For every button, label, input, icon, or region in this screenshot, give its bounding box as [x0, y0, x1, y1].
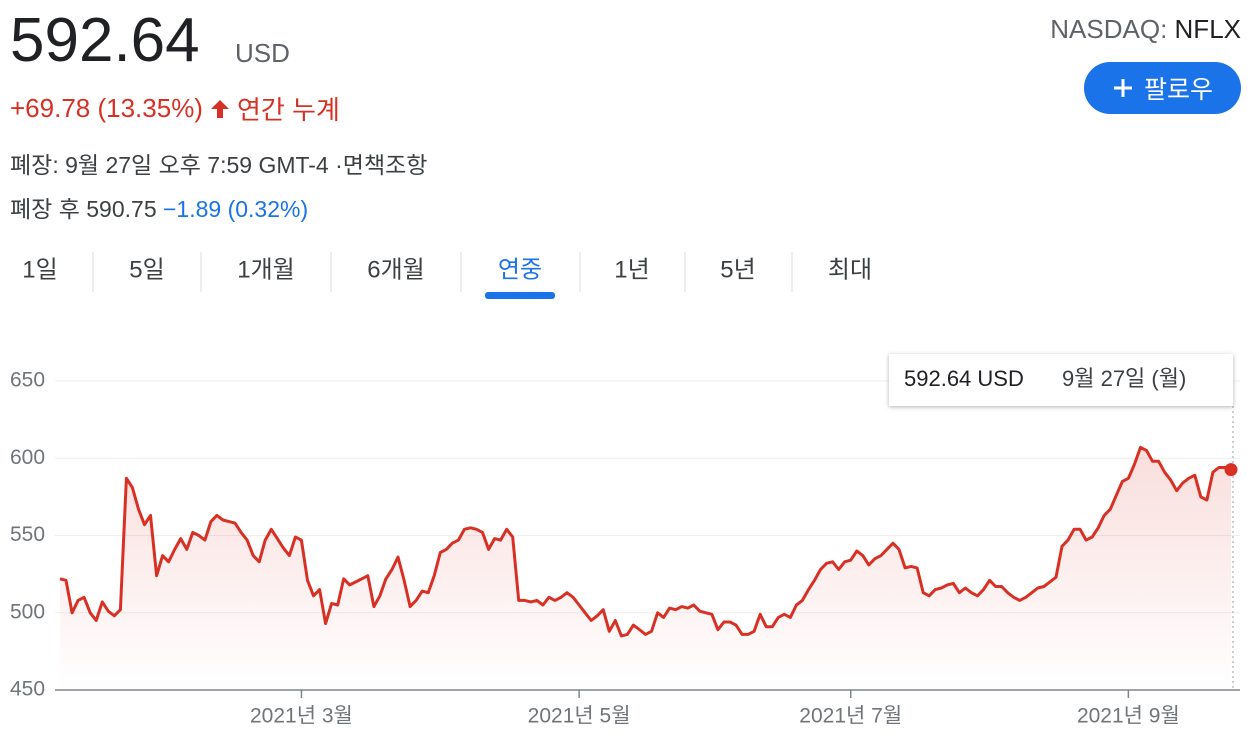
area: [60, 447, 1231, 690]
period: 연간 누계: [236, 95, 340, 125]
tab[interactable]: 연중: [498, 256, 542, 283]
y-tick-label: 550: [10, 523, 45, 546]
x-tick-label: 2021년 7월: [799, 705, 902, 728]
after-hours-price: 폐장 후 590.75: [10, 196, 157, 222]
line: [59, 445, 1232, 638]
price: 592.64: [10, 6, 200, 75]
tab[interactable]: 1일: [22, 256, 57, 283]
up-arrow-icon: [210, 99, 229, 118]
disclaimer-link[interactable]: 면책조항: [342, 152, 428, 178]
tooltip-box: [889, 354, 1233, 406]
exchange: NASDAQ:: [1050, 14, 1168, 44]
tooltip-date: 9월 27일 (월): [1062, 366, 1186, 391]
y-tick-label: 500: [10, 600, 45, 623]
tab[interactable]: 5일: [129, 256, 164, 283]
symbol: NFLX: [1174, 14, 1241, 44]
y-tick-label: 600: [10, 446, 45, 469]
follow-button[interactable]: 팔로우: [1084, 62, 1241, 114]
change-row: +69.78 (13.35%) 연간 누계: [10, 90, 340, 127]
x-tick-label: 2021년 9월: [1077, 705, 1180, 728]
market-status: 폐장: 9월 27일 오후 7:59 GMT-4 ·면책조항: [10, 146, 427, 180]
ticker: NASDAQ: NFLX: [1050, 14, 1241, 45]
tab[interactable]: 5년: [720, 256, 755, 283]
tooltip: 592.64 USD 9월 27일 (월): [889, 354, 1233, 406]
tab[interactable]: 최대: [828, 256, 872, 283]
tooltip-value: 592.64 USD: [904, 366, 1024, 391]
tab-indicator: [485, 292, 555, 299]
after-hours: 폐장 후 590.75 −1.89 (0.32%): [10, 190, 308, 224]
x-tick-label: 2021년 5월: [528, 705, 631, 728]
point: [1224, 463, 1238, 477]
currency: USD: [235, 38, 290, 68]
closed-time: 폐장: 9월 27일 오후 7:59 GMT-4 ·: [10, 152, 343, 178]
tab[interactable]: 1개월: [237, 256, 295, 283]
tab[interactable]: 6개월: [367, 256, 425, 283]
follow-label: 팔로우: [1143, 76, 1213, 104]
y-tick-label: 650: [10, 369, 45, 392]
x-tick-label: 2021년 3월: [250, 705, 353, 728]
after-hours-change: −1.89 (0.32%): [163, 196, 309, 222]
tab[interactable]: 1년: [614, 256, 649, 283]
change: +69.78 (13.35%): [10, 93, 203, 123]
plus-icon: [1113, 79, 1132, 97]
y-tick-label: 450: [10, 678, 45, 701]
